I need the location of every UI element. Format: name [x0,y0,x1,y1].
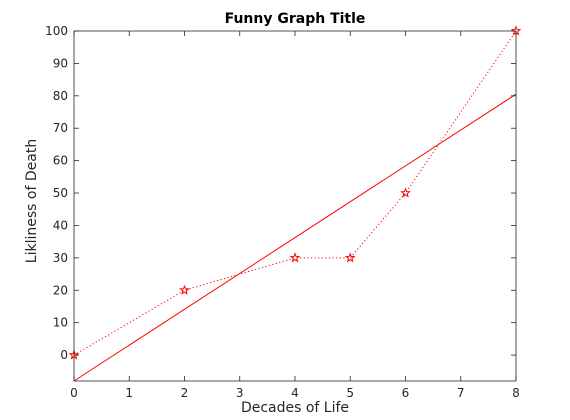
y-tick-label-9: 90 [53,56,68,70]
y-axis-title: Likliness of Death [24,139,40,263]
x-tick-label-0: 0 [70,386,78,400]
y-tick-label-4: 40 [53,218,68,232]
x-tick-label-7: 7 [457,386,465,400]
y-tick-label-10: 100 [45,24,68,38]
y-tick-label-1: 10 [53,316,68,330]
x-tick-label-2: 2 [181,386,189,400]
x-tick-label-8: 8 [512,386,520,400]
x-tick-label-5: 5 [346,386,354,400]
x-tick-label-3: 3 [236,386,244,400]
x-tick-label-6: 6 [402,386,410,400]
y-tick-label-8: 80 [53,89,68,103]
x-tick-label-1: 1 [125,386,133,400]
series-0-line [73,30,517,356]
y-tick-label-6: 60 [53,154,68,168]
x-axis-title: Decades of Life [241,400,349,416]
series-1-line [73,93,517,382]
series-0-point-4 [400,187,411,198]
y-tick-label-0: 0 [60,348,68,362]
y-tick-label-2: 20 [53,283,68,297]
y-tick-label-7: 70 [53,121,68,135]
series-0-point-1 [179,284,190,295]
chart-title: Funny Graph Title [225,11,366,27]
y-tick-label-3: 30 [53,251,68,265]
x-tick-label-4: 4 [291,386,299,400]
series-0-point-2 [289,252,301,263]
plot-frame [73,30,517,382]
series-0-point-3 [344,252,356,263]
plot-area [68,25,522,382]
y-tick-label-5: 50 [53,186,68,200]
